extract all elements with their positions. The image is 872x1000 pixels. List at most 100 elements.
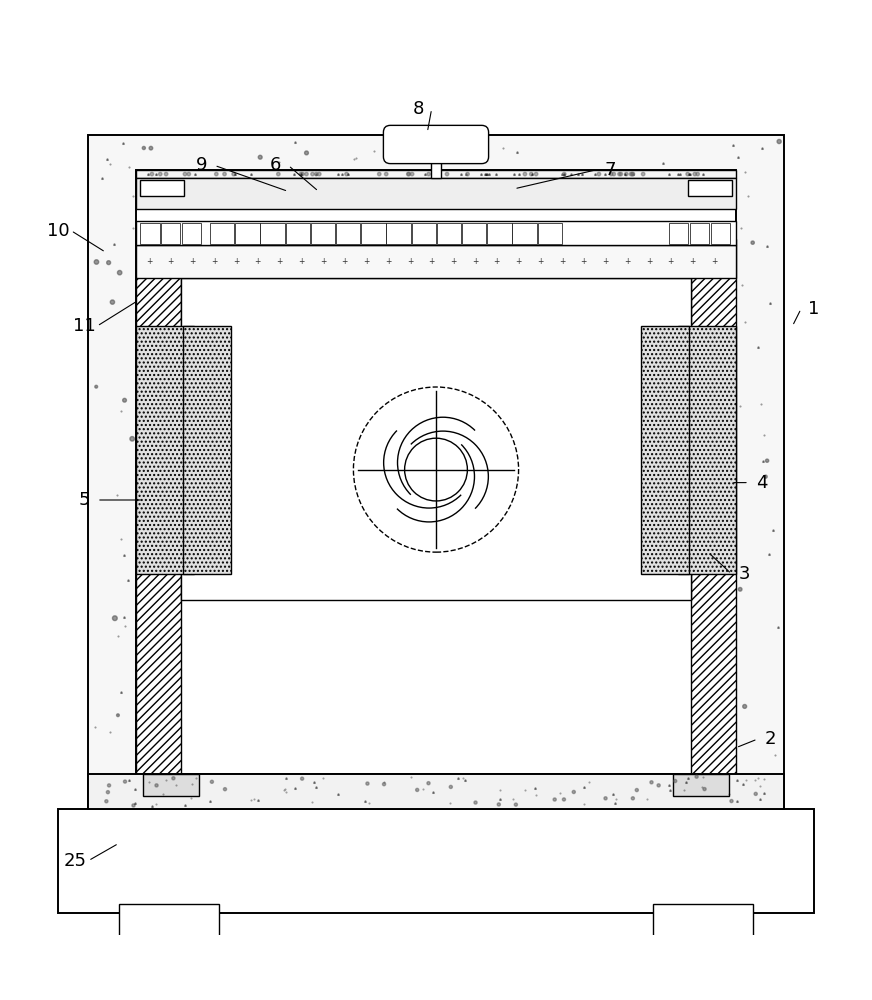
Circle shape bbox=[427, 172, 431, 176]
Text: +: + bbox=[689, 257, 696, 266]
Circle shape bbox=[187, 172, 190, 176]
Circle shape bbox=[497, 803, 501, 806]
Text: +: + bbox=[711, 257, 718, 266]
Bar bbox=[386, 223, 411, 244]
Circle shape bbox=[650, 781, 653, 784]
Circle shape bbox=[673, 779, 677, 783]
Circle shape bbox=[304, 172, 308, 176]
Bar bbox=[361, 223, 385, 244]
Circle shape bbox=[739, 587, 742, 591]
Circle shape bbox=[562, 172, 566, 176]
Circle shape bbox=[366, 782, 369, 785]
Bar bbox=[119, 904, 219, 939]
Text: +: + bbox=[320, 257, 326, 266]
Bar bbox=[136, 245, 736, 278]
Circle shape bbox=[572, 790, 576, 794]
Text: 10: 10 bbox=[46, 222, 69, 240]
Circle shape bbox=[150, 172, 153, 176]
Circle shape bbox=[695, 775, 698, 778]
Bar bbox=[711, 223, 730, 244]
Bar bbox=[462, 223, 487, 244]
Text: +: + bbox=[233, 257, 239, 266]
Text: 2: 2 bbox=[765, 730, 776, 748]
Text: 1: 1 bbox=[808, 300, 820, 318]
FancyBboxPatch shape bbox=[384, 125, 488, 164]
Circle shape bbox=[351, 801, 353, 804]
Circle shape bbox=[223, 788, 227, 791]
Circle shape bbox=[124, 780, 126, 783]
Circle shape bbox=[299, 172, 303, 176]
Bar bbox=[690, 223, 709, 244]
Circle shape bbox=[631, 172, 635, 176]
Bar bbox=[487, 223, 512, 244]
Circle shape bbox=[94, 260, 99, 264]
Circle shape bbox=[155, 784, 158, 787]
Bar bbox=[412, 223, 436, 244]
Circle shape bbox=[693, 172, 697, 176]
Text: 5: 5 bbox=[78, 491, 90, 509]
Text: +: + bbox=[146, 257, 153, 266]
Circle shape bbox=[350, 788, 354, 793]
Circle shape bbox=[276, 172, 280, 176]
Circle shape bbox=[383, 783, 385, 786]
Text: +: + bbox=[211, 257, 217, 266]
Bar bbox=[431, 144, 441, 178]
Circle shape bbox=[112, 616, 117, 621]
Text: +: + bbox=[385, 257, 392, 266]
Circle shape bbox=[232, 172, 235, 176]
Circle shape bbox=[696, 172, 699, 176]
Text: 9: 9 bbox=[195, 156, 207, 174]
Circle shape bbox=[210, 780, 214, 783]
Bar bbox=[140, 180, 184, 196]
Bar bbox=[437, 223, 461, 244]
Text: +: + bbox=[581, 257, 587, 266]
Bar bbox=[88, 774, 784, 809]
Circle shape bbox=[535, 172, 538, 176]
Bar bbox=[513, 223, 537, 244]
Text: +: + bbox=[406, 257, 413, 266]
Bar bbox=[672, 774, 729, 796]
Bar bbox=[136, 326, 194, 574]
Circle shape bbox=[407, 172, 411, 176]
Text: +: + bbox=[276, 257, 283, 266]
Text: +: + bbox=[364, 257, 370, 266]
Text: +: + bbox=[472, 257, 479, 266]
Circle shape bbox=[95, 385, 98, 388]
Circle shape bbox=[514, 803, 517, 806]
Text: 11: 11 bbox=[72, 317, 95, 335]
Bar bbox=[182, 223, 201, 244]
Bar bbox=[140, 223, 160, 244]
Circle shape bbox=[619, 172, 623, 176]
Bar bbox=[136, 239, 181, 774]
Circle shape bbox=[743, 704, 746, 708]
Bar bbox=[210, 223, 235, 244]
Circle shape bbox=[117, 714, 119, 717]
Text: +: + bbox=[559, 257, 565, 266]
Circle shape bbox=[385, 172, 388, 176]
Circle shape bbox=[635, 788, 638, 792]
Circle shape bbox=[258, 155, 262, 159]
Bar bbox=[235, 223, 260, 244]
Circle shape bbox=[123, 398, 126, 402]
Circle shape bbox=[630, 172, 634, 176]
Bar bbox=[58, 809, 814, 913]
Bar bbox=[161, 223, 181, 244]
Text: 25: 25 bbox=[64, 852, 87, 870]
Circle shape bbox=[159, 172, 162, 176]
Text: +: + bbox=[167, 257, 174, 266]
Circle shape bbox=[301, 172, 304, 176]
Bar bbox=[88, 135, 784, 809]
Circle shape bbox=[751, 241, 754, 244]
Bar bbox=[143, 774, 200, 796]
Text: +: + bbox=[646, 257, 652, 266]
Circle shape bbox=[529, 172, 533, 176]
Circle shape bbox=[617, 172, 621, 176]
Circle shape bbox=[630, 172, 633, 176]
Bar bbox=[641, 326, 689, 574]
Circle shape bbox=[449, 785, 453, 788]
Circle shape bbox=[703, 788, 706, 791]
Bar bbox=[653, 904, 753, 939]
Bar bbox=[688, 180, 732, 196]
Circle shape bbox=[222, 172, 226, 176]
Circle shape bbox=[164, 172, 167, 176]
